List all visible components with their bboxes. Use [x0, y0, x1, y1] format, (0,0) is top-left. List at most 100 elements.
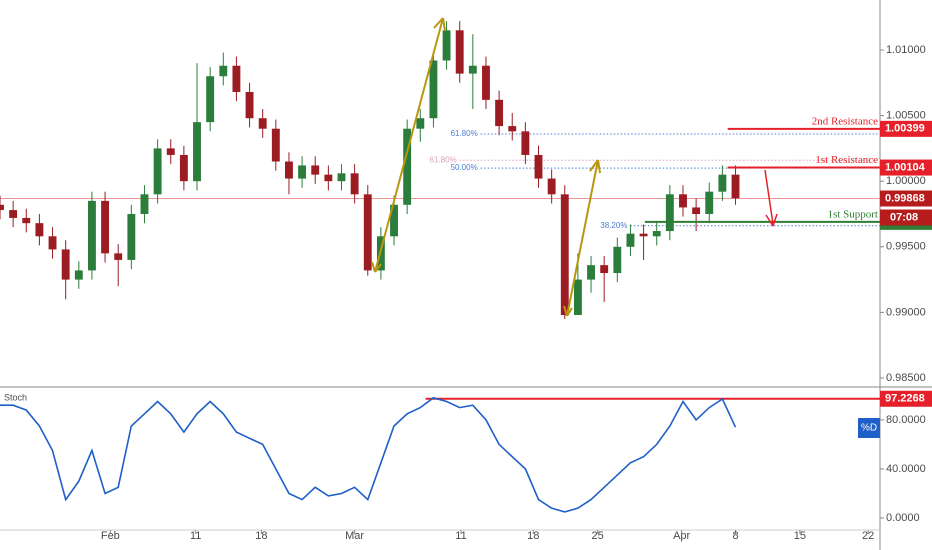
candle-body [166, 148, 175, 155]
level-name: 1st Resistance [815, 154, 878, 166]
candle-body [22, 217, 31, 224]
candle-body [547, 178, 556, 195]
candle-body [560, 194, 569, 316]
countdown: 07:08 [890, 211, 918, 223]
candle-body [626, 233, 635, 247]
candle-body [271, 128, 280, 162]
arrow-head [371, 261, 382, 273]
candle-body [718, 174, 727, 192]
projection-arrow [764, 169, 774, 225]
candle-body [153, 148, 162, 195]
candle-body [350, 173, 359, 195]
y-tick-label: 1.00000 [886, 175, 926, 187]
level-value-label: 1.00104 [885, 161, 926, 173]
candle-body [298, 165, 307, 179]
level-name: 1st Support [828, 208, 878, 220]
candle-body [35, 223, 44, 237]
level-name: 2nd Resistance [812, 115, 878, 127]
candle-body [442, 30, 451, 61]
fib-label: 61.80% [430, 155, 457, 164]
candle-body [88, 200, 96, 271]
stoch-line [0, 396, 737, 513]
arrow-head [589, 159, 601, 174]
x-tick-label: 18 [527, 530, 539, 542]
candle-body [363, 194, 372, 271]
legend-label: %D [861, 423, 877, 434]
candle-body [468, 65, 477, 74]
candle-body [495, 99, 504, 127]
trend-arrow [374, 17, 444, 273]
fib-label: 61.80% [451, 129, 478, 138]
candle-body [639, 233, 648, 237]
candle-body [705, 191, 714, 214]
x-tick-label: Apr [673, 530, 690, 542]
y-tick-label: 0.99000 [886, 306, 926, 318]
x-tick-label: 25 [591, 530, 603, 542]
candle-body [48, 236, 57, 250]
candle-body [232, 65, 241, 92]
y-tick-label: 80.0000 [886, 414, 926, 426]
fib-label: 38.20% [600, 221, 627, 230]
y-tick-label: 1.01000 [886, 44, 926, 56]
level-value-box [880, 159, 932, 176]
countdown-box [880, 209, 932, 226]
arrow-head [765, 213, 778, 227]
candle-body [258, 118, 267, 129]
candle-body [206, 76, 215, 123]
candle-body [285, 161, 293, 179]
candle-body [219, 65, 228, 77]
y-tick-label: 40.0000 [886, 463, 926, 475]
candle-body [245, 91, 254, 119]
x-tick-label: 11 [455, 530, 466, 542]
candle-body [193, 122, 201, 182]
x-tick-label: Mar [345, 530, 364, 542]
candle-body [390, 204, 398, 237]
last-price-label: 0.99868 [885, 192, 925, 204]
candle-body [9, 210, 18, 218]
candle-body [692, 207, 701, 214]
candle-body [613, 246, 622, 274]
candle-body [665, 194, 674, 232]
candle-body [429, 60, 438, 119]
x-tick-label: 8 [732, 530, 738, 542]
y-tick-label: 0.0000 [886, 512, 920, 524]
candle-body [573, 279, 582, 316]
candle-body [416, 118, 425, 129]
candle-body [337, 173, 346, 182]
x-tick-label: 11 [190, 530, 201, 542]
fib-label: 50.00% [451, 163, 478, 172]
trend-arrow [566, 159, 599, 317]
x-tick-label: Feb [101, 530, 120, 542]
candle-body [114, 253, 123, 260]
x-tick-label: 15 [794, 530, 806, 542]
candle-body [521, 131, 530, 155]
candle-body [508, 126, 517, 132]
candle-body [61, 249, 70, 280]
candle-body [482, 65, 490, 100]
x-tick-label: 22 [862, 530, 874, 542]
last-price-box [880, 190, 932, 207]
candle-body [679, 194, 687, 208]
arrow-head [563, 305, 573, 317]
candle-body [534, 154, 543, 179]
candle-body [127, 213, 136, 260]
candle-body [0, 204, 4, 211]
candle-body [731, 174, 740, 199]
indicator-name: Stoch [4, 392, 27, 402]
y-tick-label: 0.98500 [886, 372, 926, 384]
candle-body [74, 270, 83, 280]
candle-body [179, 154, 188, 182]
candle-body [455, 30, 464, 74]
candle-body [101, 200, 110, 254]
marks: 0.98500 0.99000 0.99500 1.00000 1.00500 1.010… [0, 21, 932, 542]
arrow-head [433, 17, 446, 32]
legend-box [858, 418, 880, 438]
candle-body [587, 265, 595, 280]
level-value-box [880, 120, 932, 137]
x-tick-label: 18 [255, 530, 267, 542]
candle-body [140, 194, 149, 214]
stoch-level-label: 97.2268 [885, 393, 925, 405]
stoch-level-box [880, 390, 932, 407]
